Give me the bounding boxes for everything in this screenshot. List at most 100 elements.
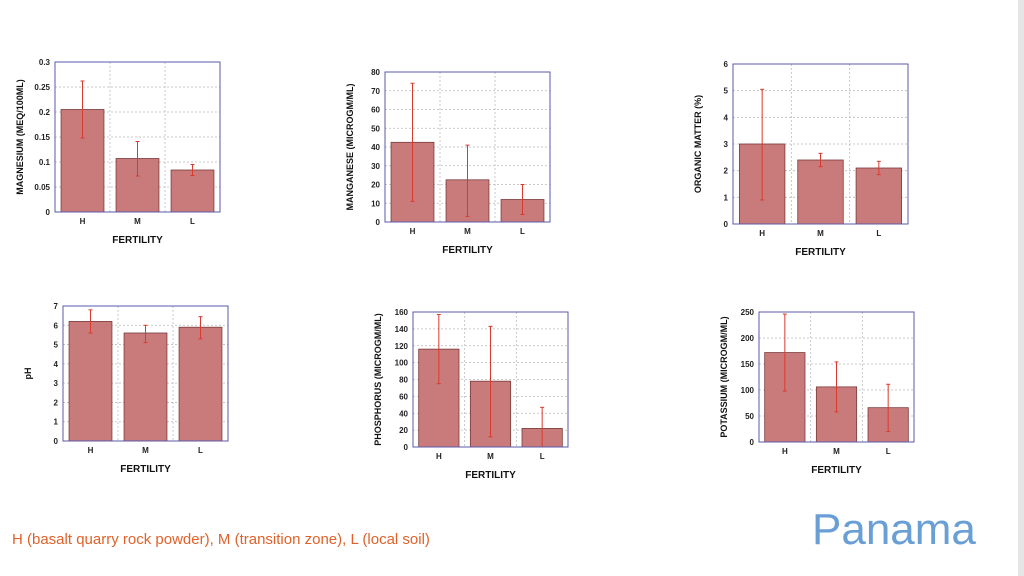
potassium-xtick-label-m: M	[833, 447, 840, 456]
magnesium-xtick-label-h: H	[80, 217, 86, 226]
manganese-ytick-label: 10	[371, 199, 380, 208]
phosphorus-plot-frame	[412, 311, 569, 448]
manganese-xtick-label-h: H	[410, 227, 416, 236]
ph-ytick-label: 3	[54, 379, 59, 388]
ph-yaxis-title: pH	[23, 368, 33, 380]
potassium-ytick-label: 50	[745, 412, 754, 421]
phosphorus-xtick-label-m: M	[487, 452, 494, 461]
potassium-chart: 0 50 100 150 200 250 H M L FERTILITY POTASSIUM (MI…	[714, 302, 924, 492]
legend-footnote: H (basalt quarry rock powder), M (transi…	[12, 531, 430, 548]
magnesium-xtick-label-l: L	[190, 217, 195, 226]
potassium-ytick-label: 100	[741, 386, 755, 395]
organic-matter-ytick-label: 6	[724, 60, 729, 69]
manganese-ytick-label: 0	[376, 218, 381, 227]
potassium-xaxis-title: FERTILITY	[811, 465, 862, 476]
phosphorus-ytick-label: 0	[404, 443, 409, 452]
phosphorus-ytick-label: 20	[399, 426, 408, 435]
magnesium-plot-frame	[54, 61, 221, 213]
ph-bar-m	[123, 332, 168, 442]
phosphorus-xaxis-title: FERTILITY	[465, 470, 516, 481]
manganese-ytick-label: 70	[371, 87, 380, 96]
potassium-chart-svg: 0 50 100 150 200 250 H M L FERTILITY POTASSIUM (MI…	[719, 308, 915, 476]
magnesium-ytick-label: 0.05	[34, 183, 50, 192]
ph-ytick-label: 0	[54, 437, 59, 446]
ph-ytick-label: 5	[54, 341, 59, 350]
manganese-ytick-label: 60	[371, 106, 380, 115]
magnesium-bar-l	[170, 169, 215, 213]
phosphorus-xtick-label-l: L	[540, 452, 545, 461]
potassium-xtick-label-h: H	[782, 447, 788, 456]
potassium-plot-frame	[758, 311, 915, 443]
organic-matter-ytick-label: 1	[724, 193, 729, 202]
organic-matter-ytick-label: 0	[724, 220, 729, 229]
ph-ytick-label: 6	[54, 321, 59, 330]
phosphorus-ytick-label: 140	[395, 325, 409, 334]
magnesium-yaxis-title: MAGNESIUM (MEQ/100ML)	[15, 79, 25, 195]
ph-chart: 0 1 2 3 4 5 6 7 H M L FERTILITY pH	[18, 296, 238, 491]
ph-ytick-label: 7	[54, 302, 59, 311]
manganese-plot-frame	[384, 71, 551, 223]
manganese-chart: 0 10 20 30 40 50 60 70 80 H M L FERTILITY MANGANESE (…	[340, 62, 560, 272]
phosphorus-ytick-label: 40	[399, 409, 408, 418]
ph-xtick-label-m: M	[142, 446, 149, 455]
ph-ytick-label: 2	[54, 398, 59, 407]
phosphorus-ytick-label: 80	[399, 376, 408, 385]
organic-matter-chart-svg: 0 1 2 3 4 5 6 H M L FERTILITY ORGANIC MATTER (%)	[693, 60, 909, 258]
organic-matter-xtick-label-h: H	[759, 229, 765, 238]
magnesium-chart: 0 0.05 0.1 0.15 0.2 0.25 0.3 H M L FERTILITY MAGNES…	[10, 52, 230, 262]
manganese-ytick-label: 30	[371, 162, 380, 171]
magnesium-ytick-label: 0.25	[34, 83, 50, 92]
potassium-ytick-label: 200	[741, 334, 755, 343]
manganese-ytick-label: 80	[371, 68, 380, 77]
organic-matter-xaxis-title: FERTILITY	[795, 247, 846, 258]
organic-matter-yaxis-title: ORGANIC MATTER (%)	[693, 95, 703, 193]
organic-matter-ytick-label: 4	[724, 113, 729, 122]
ph-xtick-label-l: L	[198, 446, 203, 455]
potassium-yaxis-title: POTASSIUM (MICROGM/ML)	[719, 316, 729, 437]
ph-xtick-label-h: H	[88, 446, 94, 455]
manganese-ytick-label: 20	[371, 181, 380, 190]
manganese-yaxis-title: MANGANESE (MICROGM/ML)	[345, 84, 355, 211]
magnesium-ytick-label: 0	[46, 208, 51, 217]
organic-matter-bar-m	[797, 159, 844, 225]
phosphorus-ytick-label: 60	[399, 392, 408, 401]
magnesium-ytick-label: 0.3	[39, 58, 51, 67]
phosphorus-yaxis-title: PHOSPHORUS (MICROGM/ML)	[373, 313, 383, 446]
potassium-ytick-label: 0	[750, 438, 755, 447]
magnesium-ytick-label: 0.1	[39, 158, 51, 167]
magnesium-ytick-label: 0.15	[34, 133, 50, 142]
phosphorus-ytick-label: 120	[395, 342, 409, 351]
magnesium-chart-svg: 0 0.05 0.1 0.15 0.2 0.25 0.3 H M L FERTILITY MAGNES…	[15, 58, 221, 246]
organic-matter-ytick-label: 3	[724, 140, 729, 149]
manganese-chart-svg: 0 10 20 30 40 50 60 70 80 H M L FERTILITY MANGANESE (…	[345, 68, 551, 256]
organic-matter-xtick-label-m: M	[817, 229, 824, 238]
manganese-ytick-label: 50	[371, 124, 380, 133]
brand-title: Panama	[812, 505, 976, 554]
magnesium-xaxis-title: FERTILITY	[112, 235, 163, 246]
magnesium-ytick-label: 0.2	[39, 108, 51, 117]
phosphorus-chart: 0 20 40 60 80 100 120 140 160 H M L FERTILITY PHOSPHO…	[368, 302, 578, 497]
ph-xaxis-title: FERTILITY	[120, 464, 171, 475]
ph-ytick-label: 1	[54, 418, 59, 427]
ph-bar-l	[178, 326, 223, 442]
manganese-ytick-label: 40	[371, 143, 380, 152]
slide-edge	[1018, 0, 1024, 576]
ph-chart-svg: 0 1 2 3 4 5 6 7 H M L FERTILITY pH	[23, 302, 229, 475]
potassium-ytick-label: 250	[741, 308, 755, 317]
organic-matter-xtick-label-l: L	[876, 229, 881, 238]
organic-matter-chart: 0 1 2 3 4 5 6 H M L FERTILITY ORGANIC MATTER (%)	[688, 54, 918, 274]
manganese-xtick-label-m: M	[464, 227, 471, 236]
organic-matter-ytick-label: 2	[724, 167, 729, 176]
manganese-xaxis-title: FERTILITY	[442, 245, 493, 256]
ph-ytick-label: 4	[54, 360, 59, 369]
phosphorus-ytick-label: 160	[395, 308, 409, 317]
manganese-xtick-label-l: L	[520, 227, 525, 236]
phosphorus-ytick-label: 100	[395, 359, 409, 368]
magnesium-xtick-label-m: M	[134, 217, 141, 226]
phosphorus-chart-svg: 0 20 40 60 80 100 120 140 160 H M L FERTILITY PHOSPHO…	[373, 308, 569, 481]
ph-plot-frame	[62, 305, 229, 442]
organic-matter-bar-l	[855, 167, 902, 225]
potassium-ytick-label: 150	[741, 360, 755, 369]
phosphorus-xtick-label-h: H	[436, 452, 442, 461]
potassium-xtick-label-l: L	[886, 447, 891, 456]
